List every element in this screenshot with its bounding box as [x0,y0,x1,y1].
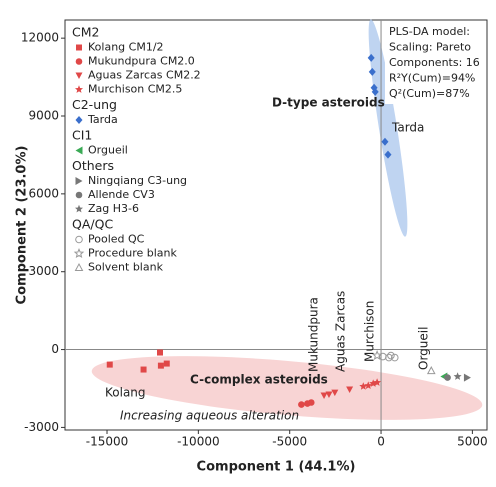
legend-marker [75,58,83,65]
legend-group-title: QA/QC [72,217,113,232]
point [163,360,170,367]
annotation: Murchison [363,301,377,362]
legend-label: Allende CV3 [88,188,155,201]
legend-label: Mukundpura CM2.0 [88,55,195,68]
legend-group-title: C2-ung [72,97,117,112]
legend-label: Ningqiang C3-ung [88,174,187,187]
x-tick-label: -5000 [272,435,307,449]
point [371,349,383,360]
y-tick-label: 12000 [21,31,59,45]
model-box-line: Scaling: Pareto [389,41,471,54]
legend-group-title: CI1 [72,128,92,143]
annotation: Aguas Zarcas [334,291,348,372]
annotation: Kolang [105,386,146,400]
point [453,372,462,380]
legend-marker [75,235,83,244]
point [156,349,163,356]
y-tick-label: 6000 [28,186,59,200]
point [463,373,471,382]
annotation: D-type asteroids [272,96,385,110]
c-complex-region [91,356,483,420]
point [368,67,376,76]
legend-marker [73,247,85,258]
legend-label: Solvent blank [88,261,164,274]
point [373,378,382,386]
y-tick-label: 3000 [28,264,59,278]
legend-label: Kolang CM1/2 [88,41,164,54]
x-tick-label: 0 [377,435,385,449]
y-tick-label: -3000 [24,420,59,434]
point [390,353,399,362]
point [106,361,113,368]
model-box-line: Components: 16 [389,56,480,69]
legend-group-title: Others [72,158,114,173]
legend-marker [75,85,83,93]
legend-label: Murchison CM2.5 [88,83,182,96]
model-box: PLS-DA model: Scaling: Pareto Components: … [385,22,485,104]
y-axis-title: Component 2 (23.0%) [15,146,30,305]
x-tick-label: 5000 [457,435,488,449]
point [331,389,339,397]
point [367,53,375,62]
legend-marker [75,191,83,199]
x-axis-title: Component 1 (44.1%) [197,460,356,475]
point [320,392,328,399]
legend-marker [75,116,83,124]
point [381,137,389,146]
legend-label: Pooled QC [88,233,145,246]
legend-marker [75,146,83,155]
legend-label: Tarda [87,113,118,126]
point [426,366,436,375]
point [346,386,354,394]
y-tick-label: 0 [51,342,59,356]
x-tick-label: -10000 [177,435,220,449]
annotation: Tarda [391,121,424,135]
legend-label: Zag H3-6 [88,202,139,215]
point [444,374,451,381]
point [387,351,395,360]
point [359,382,368,390]
d-type-region [368,19,408,237]
y-tick-label: 9000 [28,109,59,123]
legend-group-title: CM2 [72,25,99,40]
legend-marker [75,72,83,79]
annotation: Increasing aqueous alteration [120,409,299,423]
point [157,362,164,369]
annotation: C-complex asteroids [190,373,328,387]
x-tick-label: -15000 [86,435,129,449]
legend-label: Orgueil [88,144,128,157]
legend-marker [74,262,84,271]
legend-marker [75,204,83,213]
point [140,366,147,373]
point [384,150,392,159]
model-box-line: Q²(Cum)=87% [389,87,470,100]
point [298,401,305,408]
point [385,353,393,362]
point [371,87,379,96]
model-box-bg [385,22,485,104]
legend-marker [75,177,83,185]
model-box-line: R²Y(Cum)=94% [389,72,475,85]
legend-marker [76,44,82,51]
annotation: Mukundpura [307,297,321,372]
legend-label: Aguas Zarcas CM2.2 [88,69,201,82]
annotation: Orgueil [417,327,431,370]
point [325,391,333,398]
legend-label: Procedure blank [88,247,178,260]
point [364,381,373,389]
model-box-line: PLS-DA model: [389,25,470,38]
point [307,399,315,406]
